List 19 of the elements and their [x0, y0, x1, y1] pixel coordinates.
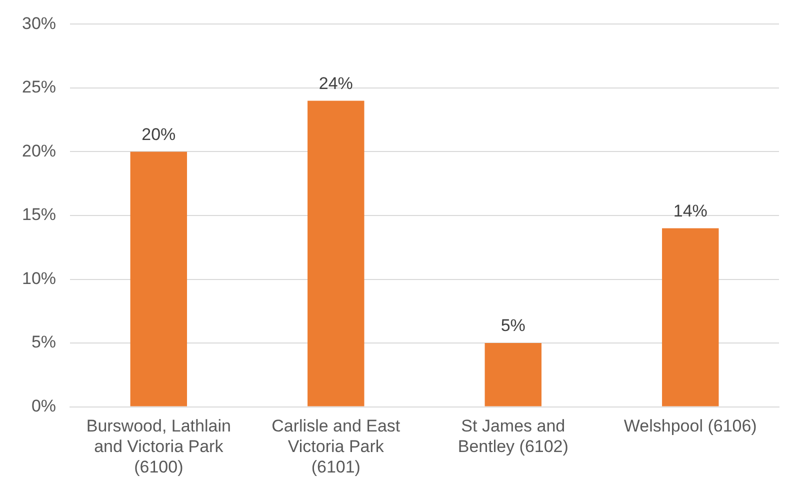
bar: [484, 343, 542, 406]
y-tick-label: 15%: [22, 205, 56, 224]
y-tick-label: 0%: [31, 396, 56, 416]
bar: [130, 152, 188, 406]
data-label: 5%: [500, 316, 526, 336]
bar: [308, 100, 364, 406]
x-tick-label: Burswood, Lathlain and Victoria Park (6100): [86, 416, 231, 476]
y-tick-label: 25%: [22, 78, 56, 97]
y-tick-label: 5%: [31, 332, 56, 352]
y-tick-label: 30%: [22, 14, 56, 33]
data-label: 14%: [673, 201, 708, 220]
y-tick-label: 10%: [22, 268, 56, 288]
bar: [662, 228, 719, 406]
x-tick-label: St James and Bentley (6102): [458, 416, 568, 456]
data-label: 24%: [318, 74, 353, 93]
x-tick-label: Carlisle and East Victoria Park (6101): [272, 416, 400, 476]
x-tick-label: Welshpool (6106): [624, 416, 757, 436]
y-tick-label: 20%: [22, 141, 56, 160]
data-label: 20%: [142, 124, 176, 144]
